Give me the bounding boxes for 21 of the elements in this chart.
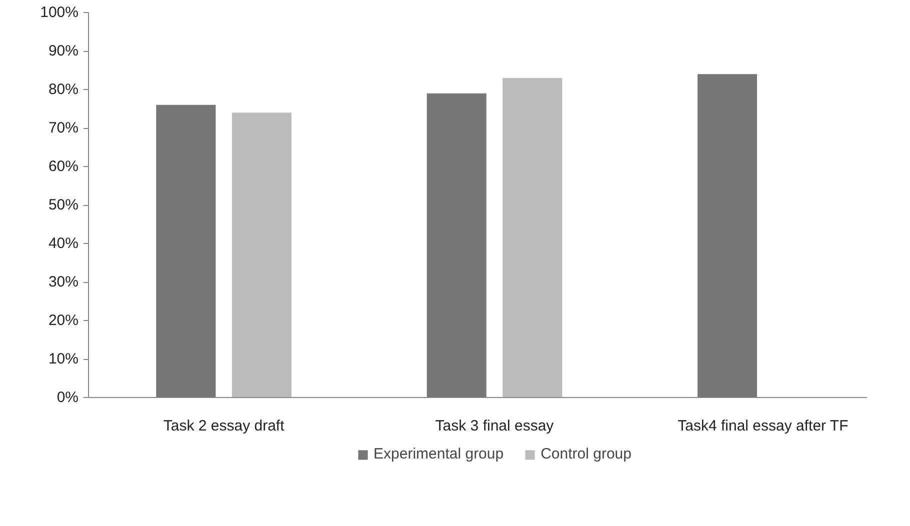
y-tick-label: 10% [48,350,79,368]
y-tick-label: 60% [48,158,79,175]
bar [156,104,216,398]
bar [426,93,486,398]
y-tick-label: 30% [48,274,79,290]
y-tick-label: 100% [40,4,79,21]
x-tick-label: Task 3 final essay [435,418,554,434]
y-tick-label: 80% [48,81,79,98]
bar [232,112,292,398]
bar [502,78,562,398]
y-tick-label: 20% [48,312,79,329]
legend-label: Control group [540,446,632,462]
x-tick-label: Task 2 essay draft [163,418,286,434]
y-tick-label: 0% [56,389,79,406]
bar [698,74,758,398]
y-tick-label: 40% [48,235,79,252]
x-tick-label: Task4 final essay after TF [678,418,848,434]
y-tick-label: 70% [48,120,79,136]
y-tick-label: 90% [48,42,79,60]
legend-label: Experimental group [374,446,504,462]
y-tick-label: 50% [48,196,79,214]
